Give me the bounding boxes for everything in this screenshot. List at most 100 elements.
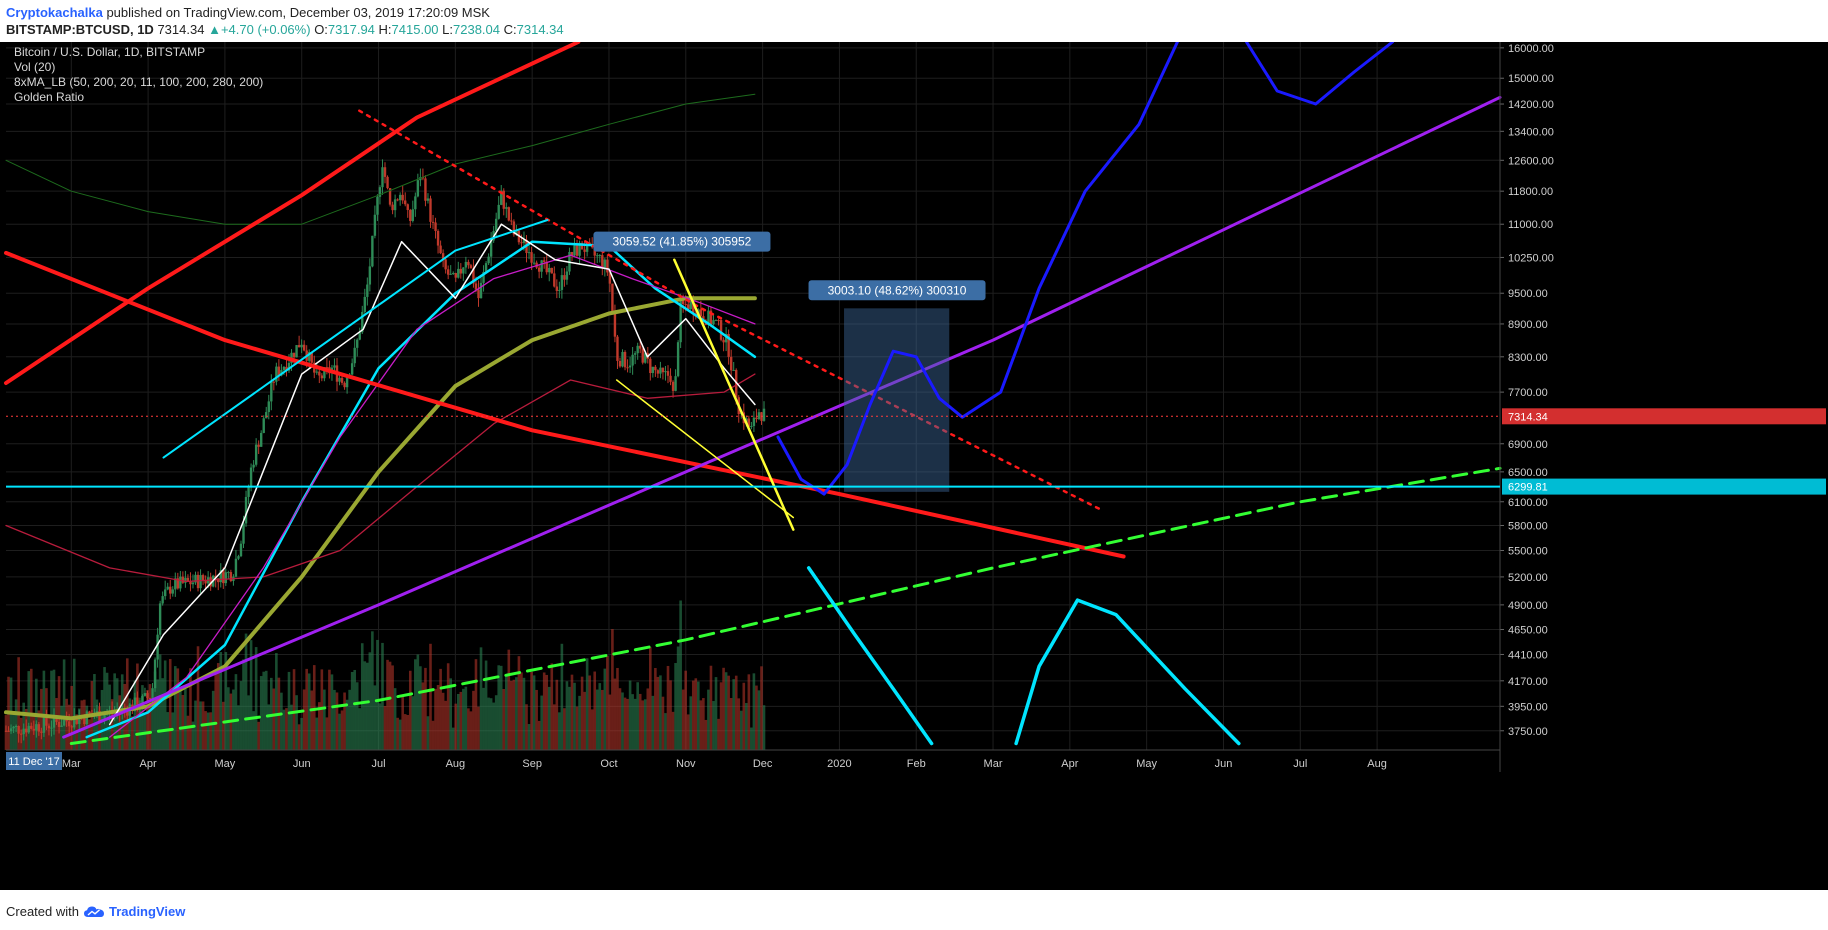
legend-moving-averages: 8xMA_LB (50, 200, 20, 11, 100, 200, 280,…: [14, 75, 263, 89]
volume-bar: [674, 663, 677, 750]
volume-bar: [462, 688, 465, 750]
candle-body: [644, 353, 647, 363]
volume-bar: [558, 712, 561, 750]
trend-drawings: [4, 42, 1502, 746]
volume-bar: [419, 666, 422, 750]
candle-body: [358, 332, 361, 340]
volume-bars: [4, 600, 766, 750]
candle-body: [709, 310, 713, 325]
volume-bar: [353, 669, 356, 750]
volume-bar: [646, 688, 650, 750]
volume-bar: [446, 663, 450, 750]
volume-bar: [398, 719, 402, 750]
author-link[interactable]: Cryptokachalka: [6, 5, 103, 20]
volume-bar: [563, 708, 566, 750]
y-tick-label: 4900.00: [1508, 600, 1548, 612]
volume-bar: [340, 710, 344, 750]
volume-bar: [216, 663, 220, 750]
candle-body: [196, 574, 200, 589]
volume-bar: [515, 677, 518, 750]
volume-bar: [497, 665, 501, 750]
candle-body: [593, 247, 596, 256]
candle-body: [141, 695, 144, 707]
y-tick-label: 5200.00: [1508, 572, 1548, 584]
volume-bar: [654, 667, 657, 750]
volume-bar: [750, 727, 753, 750]
volume-bar: [555, 679, 559, 750]
y-tick-label: 3950.00: [1508, 701, 1548, 713]
candle-body: [333, 365, 336, 368]
volume-bar: [98, 706, 101, 750]
candle-body: [50, 727, 53, 729]
high-label: H:: [378, 22, 392, 37]
volume-bar: [542, 672, 546, 750]
candle-body: [553, 273, 556, 287]
candle-body: [750, 426, 753, 428]
candle-body: [204, 580, 207, 584]
candle-body: [297, 345, 301, 348]
candle-body: [588, 242, 591, 245]
projection-box: [844, 308, 950, 492]
y-tick-label: 4170.00: [1508, 676, 1548, 688]
candle-body: [259, 432, 263, 447]
volume-bar: [373, 685, 377, 750]
price-chart[interactable]: 3750.00 3950.00 4170.00 4410.00 4650.00 4900.…: [0, 42, 1828, 890]
publication-header: Cryptokachalka published on TradingView.…: [0, 0, 1828, 42]
candle-body: [406, 204, 409, 210]
tradingview-link[interactable]: TradingView: [108, 904, 186, 919]
volume-bar: [383, 706, 387, 750]
volume-bar: [376, 639, 379, 750]
volume-bar: [601, 689, 604, 750]
x-tick-label: May: [215, 758, 236, 770]
candle-body: [613, 311, 617, 337]
high-value: 7415.00: [391, 22, 439, 37]
volume-bar: [57, 676, 61, 750]
volume-bar: [441, 692, 445, 750]
close-label: C:: [503, 22, 517, 37]
volume-bar: [199, 701, 202, 750]
volume-bar: [110, 699, 114, 750]
volume-bar: [618, 688, 622, 750]
volume-bar: [386, 659, 389, 750]
candle-body: [530, 252, 533, 263]
candle-body: [676, 342, 680, 377]
candle-body: [73, 716, 76, 728]
candle-body: [275, 366, 278, 382]
volume-bar: [575, 706, 579, 750]
volume-bar: [287, 671, 291, 750]
candle-body: [563, 275, 566, 280]
y-tick-label: 8900.00: [1508, 319, 1548, 331]
candle-body: [158, 603, 162, 635]
candle-body: [310, 352, 313, 363]
volume-bar: [211, 690, 215, 750]
x-tick-label: Jul: [1293, 758, 1307, 770]
candle-body: [639, 345, 642, 349]
candle-body: [308, 352, 311, 361]
volume-bar: [194, 700, 197, 750]
candle-body: [345, 377, 349, 388]
candle-body: [687, 304, 690, 310]
x-tick-label: Aug: [446, 758, 466, 770]
candle-body: [224, 572, 228, 584]
candle-body: [391, 204, 394, 211]
volume-bar: [257, 721, 260, 750]
candle-body: [27, 725, 30, 733]
candle-body: [606, 259, 609, 273]
volume-bar: [641, 700, 645, 750]
volume-bar: [297, 724, 301, 750]
candle-body: [651, 366, 655, 374]
candle-body: [540, 260, 543, 272]
volume-bar: [156, 679, 159, 750]
candle-body: [386, 176, 389, 189]
candle-body: [558, 289, 561, 291]
volume-bar: [522, 677, 526, 750]
volume-bar: [479, 647, 483, 750]
candle-body: [502, 190, 505, 209]
candle-body: [45, 717, 48, 726]
volume-bar: [391, 665, 394, 750]
volume-bar: [439, 668, 442, 750]
volume-bar: [29, 668, 33, 750]
candle-body: [378, 187, 382, 197]
candle-body: [237, 556, 240, 559]
volume-bar: [254, 647, 258, 750]
